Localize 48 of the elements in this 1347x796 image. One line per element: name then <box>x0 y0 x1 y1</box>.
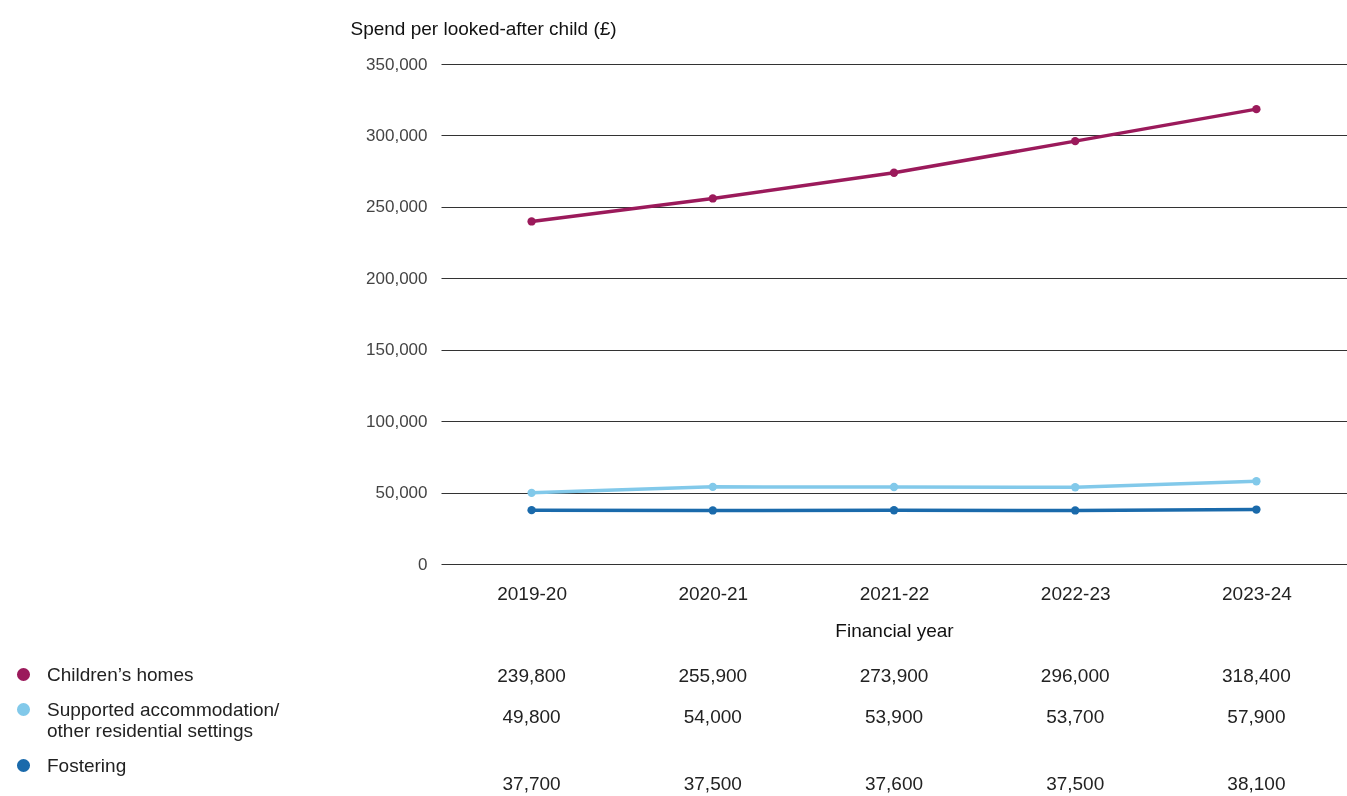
data-label: 53,700 <box>1046 706 1105 727</box>
data-label: 296,000 <box>1040 665 1110 686</box>
data-label: 37,700 <box>502 773 561 794</box>
point <box>889 482 899 492</box>
x-tick-label: 2023-24 <box>1222 582 1293 604</box>
point <box>527 217 536 226</box>
data-label: 318,400 <box>1222 665 1291 686</box>
point <box>1252 477 1261 486</box>
y-tick-label: 50,000 <box>375 483 428 503</box>
point <box>527 505 536 515</box>
data-label: 273,900 <box>859 665 929 686</box>
y-tick-label: 250,000 <box>366 197 428 217</box>
point <box>708 194 717 203</box>
y-tick-label: 100,000 <box>366 411 428 431</box>
point <box>708 482 717 492</box>
point <box>708 506 717 515</box>
data-label: 53,900 <box>864 706 924 727</box>
data-label: 54,000 <box>683 706 742 727</box>
y-tick-label: 150,000 <box>366 340 428 360</box>
point <box>527 488 536 498</box>
data-label: 239,800 <box>497 665 566 686</box>
data-label: 38,100 <box>1227 773 1286 794</box>
point <box>1071 483 1080 492</box>
x-tick-label: 2020-21 <box>678 582 749 604</box>
point <box>1071 506 1080 515</box>
data-label: 37,500 <box>683 773 742 794</box>
x-tick-label: 2022-23 <box>1040 582 1111 604</box>
y-tick-label: 0 <box>418 554 428 574</box>
data-label: 49,800 <box>502 706 561 727</box>
data-label: 37,500 <box>1046 773 1105 794</box>
point <box>1252 505 1261 514</box>
point <box>1071 136 1080 146</box>
legend-label: Fostering <box>47 754 127 776</box>
x-axis-title: Financial year <box>835 619 955 641</box>
y-tick-label: 350,000 <box>366 54 428 74</box>
point <box>889 506 899 515</box>
legend-label: Children’s homes <box>47 663 194 685</box>
x-tick-label: 2019-20 <box>497 582 567 604</box>
data-label: 255,900 <box>678 665 748 686</box>
data-label: 57,900 <box>1227 706 1286 727</box>
y-tick-label: 200,000 <box>366 268 428 288</box>
y-axis-title: Spend per looked-after child (£) <box>350 17 617 39</box>
legend-label: Supported accommodation/ other residential settings <box>47 698 281 741</box>
point <box>889 168 899 177</box>
x-tick-label: 2021-22 <box>859 582 930 604</box>
point <box>1252 104 1261 114</box>
data-label: 37,600 <box>864 773 924 794</box>
y-tick-label: 300,000 <box>366 125 428 145</box>
